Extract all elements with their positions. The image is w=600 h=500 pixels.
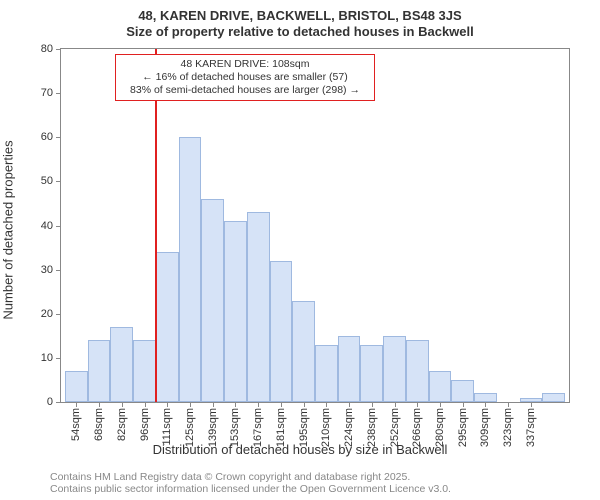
footer-line1: Contains HM Land Registry data © Crown c… [50, 471, 451, 484]
x-tick-label: 111sqm [161, 408, 173, 446]
histogram-bar [406, 340, 429, 402]
histogram-bar [383, 336, 406, 402]
histogram-bar [88, 340, 111, 402]
histogram-bar [474, 393, 497, 402]
x-tick-label: 68sqm [93, 408, 105, 441]
histogram-bar [292, 301, 315, 402]
plot-area: 0102030405060708054sqm68sqm82sqm96sqm111… [60, 48, 570, 403]
histogram-bar [338, 336, 361, 402]
histogram-bar [451, 380, 474, 402]
y-tick-label: 20 [23, 308, 53, 320]
annotation-line: ← 16% of detached houses are smaller (57… [122, 71, 368, 84]
y-axis-label: Number of detached properties [1, 140, 16, 319]
histogram-bar [247, 212, 270, 402]
histogram-bar [360, 345, 383, 402]
x-tick-label: 96sqm [139, 408, 151, 441]
marker-vline [155, 49, 157, 402]
y-tick-label: 10 [23, 352, 53, 364]
footer-line2: Contains public sector information licen… [50, 483, 451, 496]
y-tick-label: 50 [23, 175, 53, 187]
data-attribution: Contains HM Land Registry data © Crown c… [50, 471, 451, 496]
y-tick-label: 40 [23, 220, 53, 232]
histogram-bar [65, 371, 88, 402]
histogram-bar [429, 371, 452, 402]
chart-root: 48, KAREN DRIVE, BACKWELL, BRISTOL, BS48… [0, 0, 600, 500]
y-tick-label: 60 [23, 131, 53, 143]
annotation-box: 48 KAREN DRIVE: 108sqm← 16% of detached … [115, 54, 375, 101]
x-tick-label: 82sqm [116, 408, 128, 441]
page-title-line1: 48, KAREN DRIVE, BACKWELL, BRISTOL, BS48… [0, 8, 600, 23]
y-tick-label: 0 [23, 396, 53, 408]
histogram-bar [133, 340, 156, 402]
histogram-bar [201, 199, 224, 402]
annotation-line: 83% of semi-detached houses are larger (… [122, 84, 368, 97]
page-title-line2: Size of property relative to detached ho… [0, 24, 600, 39]
histogram-bar [542, 393, 565, 402]
y-tick-label: 30 [23, 264, 53, 276]
y-tick-label: 80 [23, 43, 53, 55]
histogram-bar [156, 252, 179, 402]
histogram-bar [270, 261, 293, 402]
x-tick-label: 54sqm [70, 408, 82, 441]
annotation-line: 48 KAREN DRIVE: 108sqm [122, 58, 368, 71]
histogram-bar [110, 327, 133, 402]
histogram-bar [315, 345, 338, 402]
x-axis-label: Distribution of detached houses by size … [0, 442, 600, 457]
y-tick-label: 70 [23, 87, 53, 99]
histogram-bar [179, 137, 202, 402]
histogram-bar [224, 221, 247, 402]
